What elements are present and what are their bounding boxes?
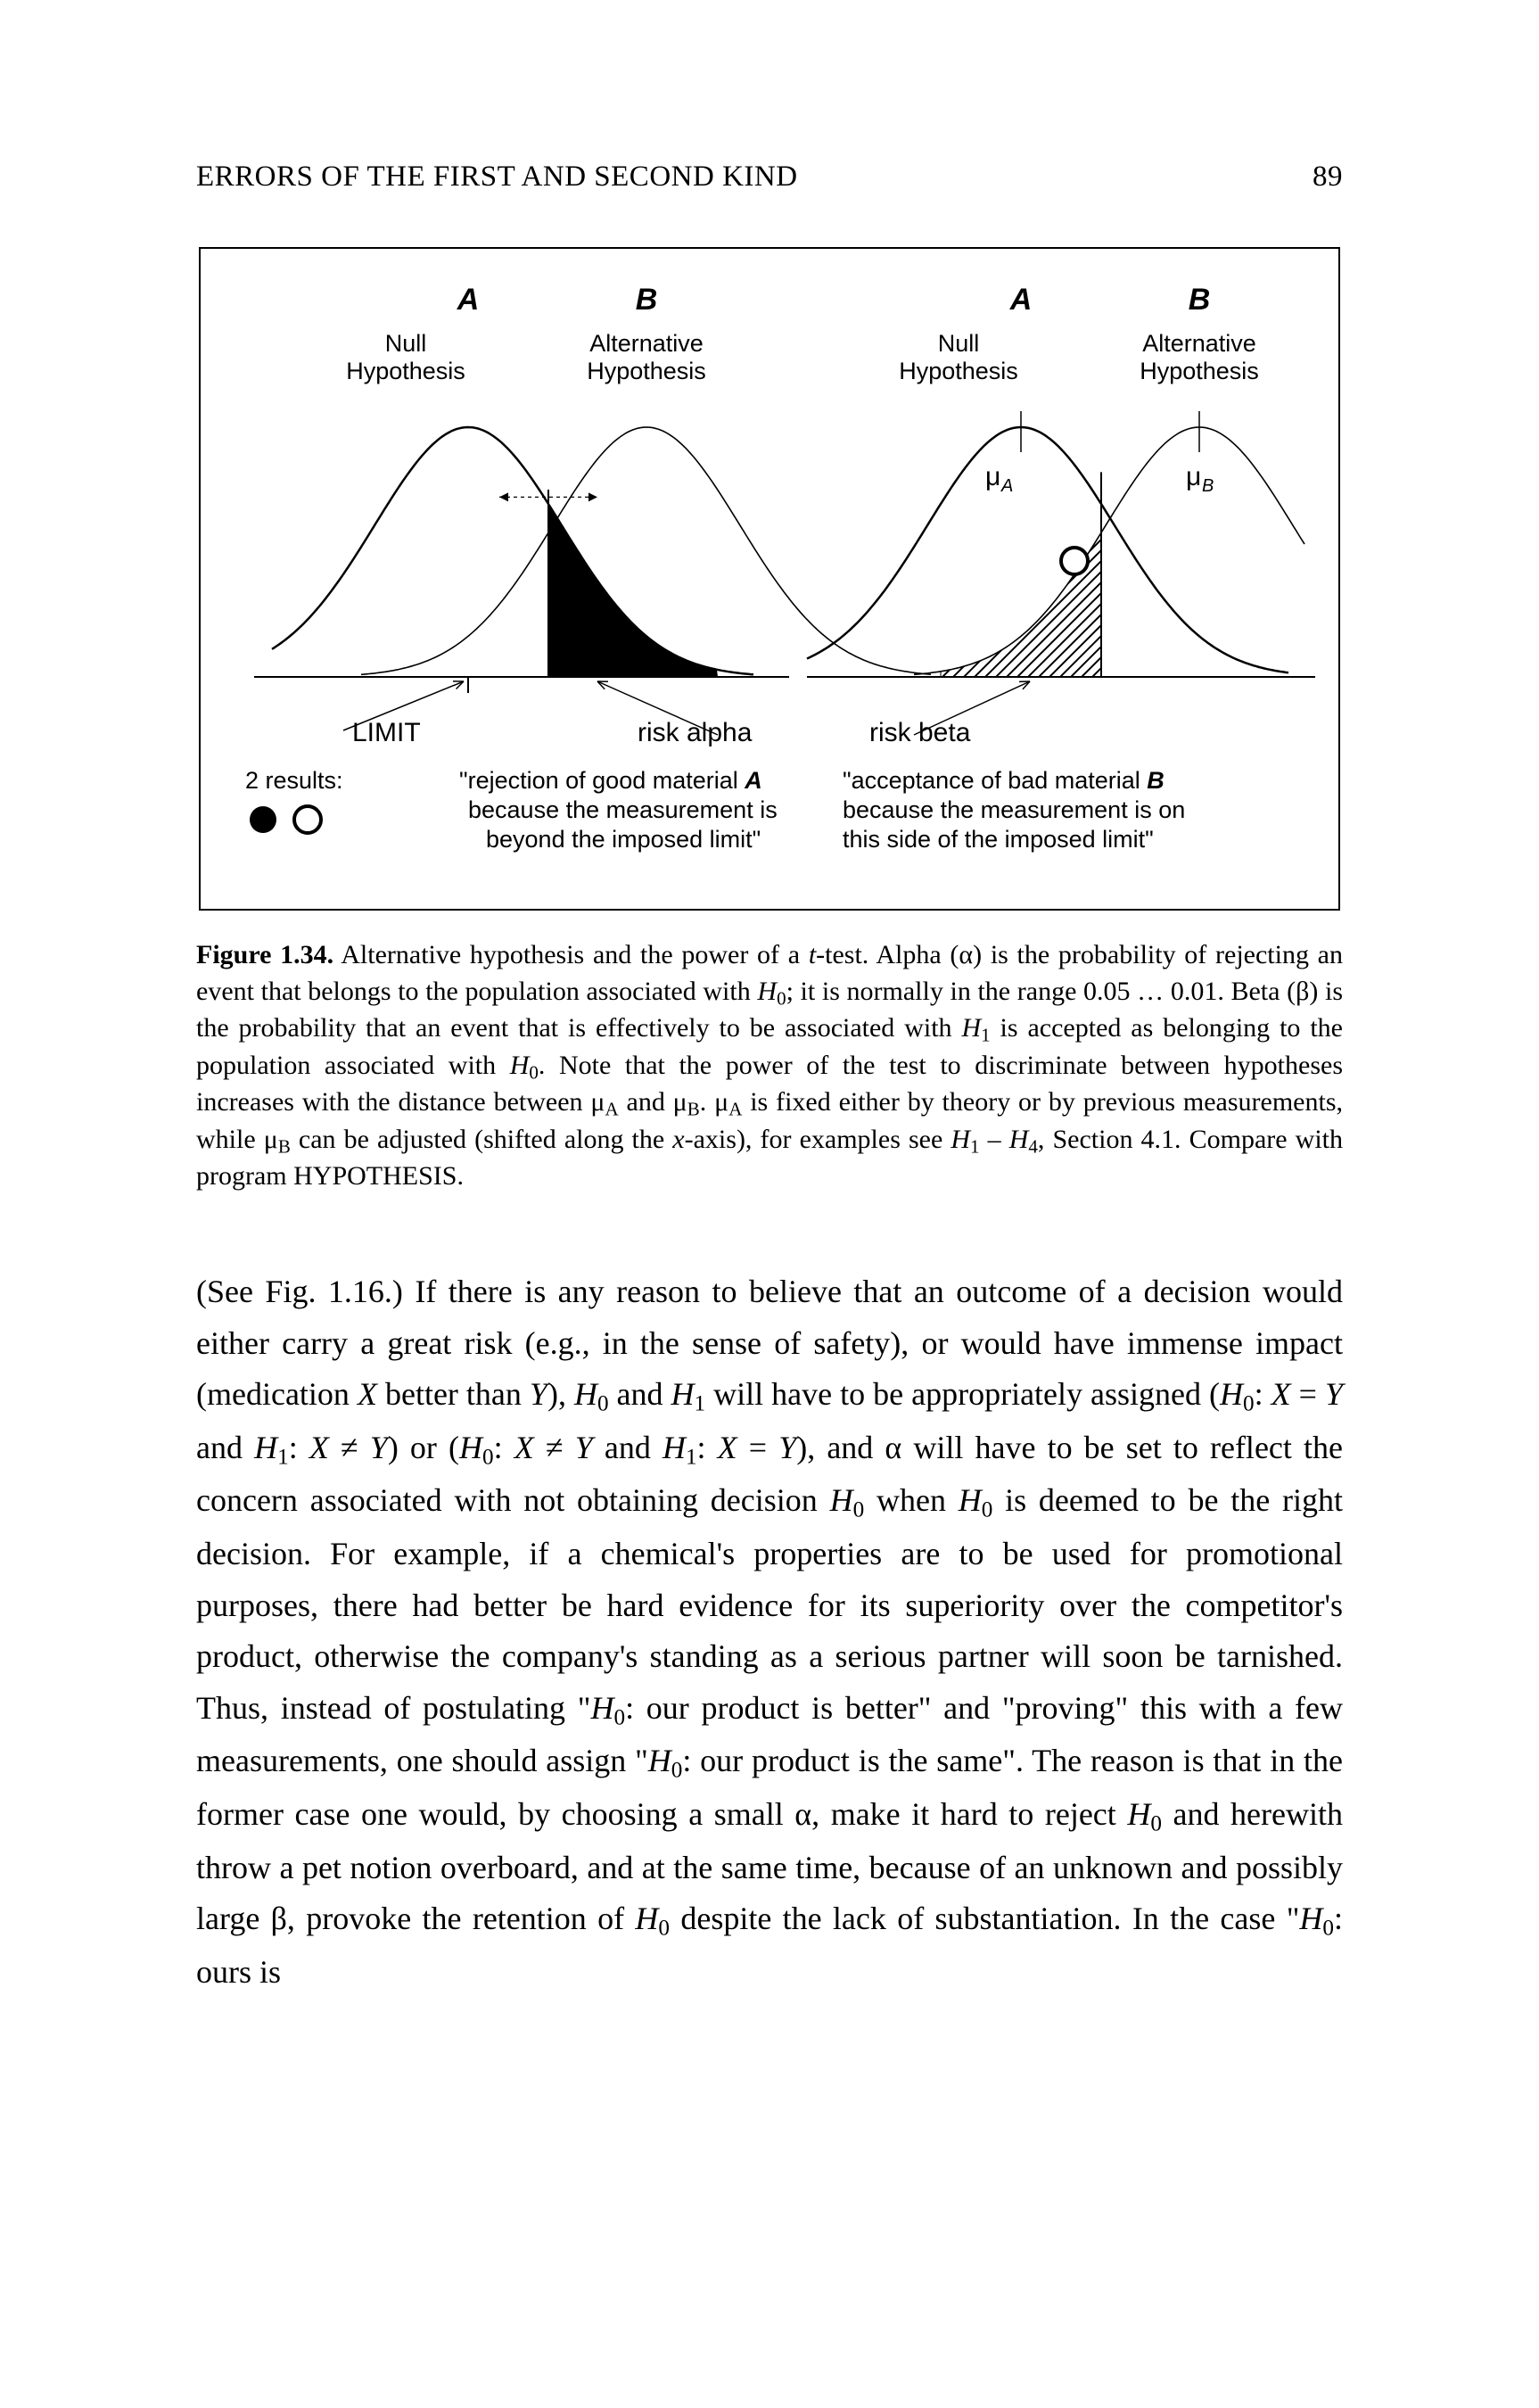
figure-1-34: ABABNullHypothesisAlternativeHypothesisN… [199, 247, 1340, 911]
svg-text:this side of the imposed limit: this side of the imposed limit" [843, 826, 1154, 853]
svg-text:risk alpha: risk alpha [638, 718, 753, 747]
svg-text:B: B [636, 283, 658, 317]
svg-text:A: A [457, 283, 480, 317]
svg-text:Hypothesis: Hypothesis [587, 358, 706, 384]
svg-text:Alternative: Alternative [1142, 330, 1256, 357]
svg-text:because the measurement is: because the measurement is [468, 796, 778, 823]
svg-text:Null: Null [938, 330, 980, 357]
page-number: 89 [1313, 161, 1343, 194]
header-title: ERRORS OF THE FIRST AND SECOND KIND [196, 161, 798, 194]
svg-text:μ: μ [1186, 462, 1201, 491]
figure-svg: ABABNullHypothesisAlternativeHypothesisN… [218, 267, 1324, 891]
caption-lead: Figure 1.34. [196, 940, 333, 969]
caption-body: Alternative hypothesis and the power of … [196, 940, 1343, 1191]
svg-text:"acceptance of bad material B: "acceptance of bad material B [843, 767, 1165, 794]
svg-text:because the measurement is on: because the measurement is on [843, 796, 1185, 823]
svg-text:2 results:: 2 results: [245, 767, 343, 794]
svg-text:B: B [1202, 476, 1214, 496]
svg-text:B: B [1189, 283, 1211, 317]
svg-text:A: A [1000, 476, 1013, 496]
svg-text:Null: Null [385, 330, 427, 357]
svg-text:"rejection of good material A: "rejection of good material A [459, 767, 762, 794]
body-paragraph: (See Fig. 1.16.) If there is any reason … [196, 1266, 1343, 1998]
figure-svg-wrap: ABABNullHypothesisAlternativeHypothesisN… [218, 267, 1321, 891]
svg-text:Hypothesis: Hypothesis [346, 358, 465, 384]
svg-text:μ: μ [985, 462, 1000, 491]
svg-text:Hypothesis: Hypothesis [1140, 358, 1259, 384]
figure-caption: Figure 1.34. Alternative hypothesis and … [196, 937, 1343, 1195]
svg-text:beyond the imposed limit": beyond the imposed limit" [486, 826, 761, 853]
svg-text:LIMIT: LIMIT [352, 718, 421, 747]
running-head: ERRORS OF THE FIRST AND SECOND KIND 89 [196, 161, 1343, 194]
svg-text:Hypothesis: Hypothesis [899, 358, 1018, 384]
svg-text:Alternative: Alternative [589, 330, 704, 357]
svg-text:A: A [1009, 283, 1033, 317]
svg-text:risk beta: risk beta [869, 718, 971, 747]
